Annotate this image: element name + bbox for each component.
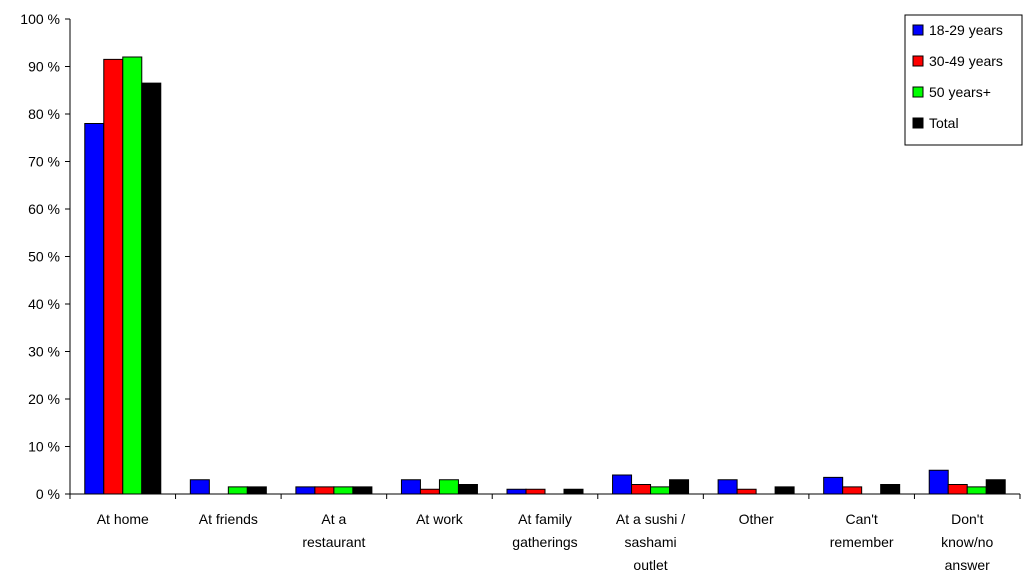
x-category-label: Other — [739, 511, 774, 527]
x-category-label-line: At work — [416, 511, 464, 527]
legend: 18-29 years 30-49 years 50 years+ Total — [904, 14, 1023, 146]
y-tick-label: 0 % — [36, 486, 60, 502]
x-category-label-line: Other — [739, 511, 774, 527]
bar — [842, 486, 863, 495]
x-category-label: At a sushi / sashami outlet — [616, 511, 685, 573]
bar — [295, 486, 316, 495]
y-tick-label: 90 % — [28, 59, 60, 75]
y-tick-label: 30 % — [28, 344, 60, 360]
legend-label: 30-49 years — [929, 53, 1003, 69]
bar — [717, 479, 738, 495]
legend-swatch — [912, 24, 924, 36]
x-axis: At home At friends At a restaurant At work At… — [69, 493, 1021, 573]
legend-box — [904, 14, 1023, 146]
bar — [227, 486, 248, 495]
y-tick-label: 20 % — [28, 391, 60, 407]
x-category-label-line: remember — [830, 534, 894, 550]
bar — [966, 486, 987, 495]
legend-label: Total — [929, 115, 959, 131]
x-category-label-line: answer — [945, 557, 990, 573]
bar — [880, 484, 901, 495]
bar — [189, 479, 210, 495]
bar — [774, 486, 795, 495]
y-tick-label: 60 % — [28, 201, 60, 217]
x-category-label-line: At a — [321, 511, 346, 527]
y-axis: 0 % 10 % 20 % 30 % 40 % 50 % 60 % 70 % 80 % 90 % 1… — [20, 11, 71, 502]
x-category-label-line: At home — [97, 511, 149, 527]
bar — [400, 479, 421, 495]
x-category-label: Don't know/no answer — [941, 511, 993, 573]
bar — [333, 486, 354, 495]
bar — [525, 488, 546, 495]
bar — [438, 479, 459, 495]
x-category-label-line: Can't — [846, 511, 878, 527]
bar — [823, 476, 844, 495]
legend-swatch — [912, 55, 924, 67]
bar — [736, 488, 757, 495]
x-category-label-line: At family — [518, 511, 572, 527]
bar — [947, 484, 968, 495]
bar — [103, 58, 124, 495]
x-category-label: At work — [416, 511, 464, 527]
bar — [314, 486, 335, 495]
x-category-label: Can't remember — [830, 511, 894, 550]
x-category-label-line: restaurant — [302, 534, 365, 550]
bar — [563, 488, 584, 495]
x-category-label-line: gatherings — [512, 534, 577, 550]
bar — [985, 479, 1006, 495]
x-category-label-line: At friends — [199, 511, 258, 527]
x-category-label: At a restaurant — [302, 511, 365, 550]
legend-swatch — [912, 86, 924, 98]
bar — [669, 479, 690, 495]
bars — [84, 56, 1006, 495]
bar — [612, 474, 633, 495]
bar — [650, 486, 671, 495]
bar — [84, 123, 105, 495]
legend-label: 18-29 years — [929, 22, 1003, 38]
x-category-label: At family gatherings — [512, 511, 577, 550]
y-tick-label: 80 % — [28, 106, 60, 122]
x-category-label: At friends — [199, 511, 258, 527]
x-category-label-line: know/no — [941, 534, 993, 550]
y-tick-label: 40 % — [28, 296, 60, 312]
y-tick-label: 50 % — [28, 249, 60, 265]
bar — [246, 486, 267, 495]
bar — [506, 488, 527, 495]
x-category-label-line: outlet — [633, 557, 667, 573]
bar — [631, 484, 652, 495]
y-tick-label: 10 % — [28, 439, 60, 455]
x-category-label-line: At a sushi / — [616, 511, 685, 527]
x-category-label-line: Don't — [951, 511, 983, 527]
y-tick-label: 70 % — [28, 154, 60, 170]
bar — [419, 488, 440, 495]
bar — [141, 82, 162, 495]
bar — [928, 469, 949, 495]
legend-swatch — [912, 117, 924, 129]
y-tick-label: 100 % — [20, 11, 60, 27]
bar — [122, 56, 143, 495]
x-category-label: At home — [97, 511, 149, 527]
bar — [457, 484, 478, 495]
bar — [352, 486, 373, 495]
x-category-label-line: sashami — [624, 534, 676, 550]
legend-label: 50 years+ — [929, 84, 991, 100]
